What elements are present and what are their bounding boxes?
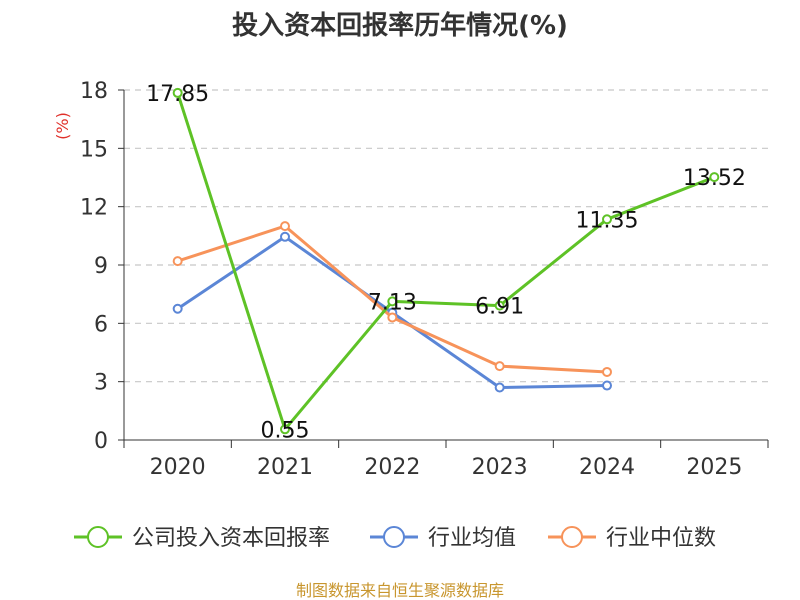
data-point [387,312,398,323]
x-tick-label: 2024 [579,455,635,480]
legend-item[interactable]: 行业均值 [370,526,516,551]
data-point [494,361,505,372]
x-tick-label: 2025 [686,455,742,480]
y-tick-label: 18 [80,79,108,104]
legend-label: 行业均值 [428,526,516,551]
data-point [280,231,290,242]
y-tick-label: 15 [80,137,108,162]
data-labels: 17.85 0.55 7.13 6.91 11.35 13.52 [146,82,746,443]
series-2 [172,221,612,377]
data-point [602,366,612,377]
axes: 0 3 6 9 12 15 18 2020 2021 2022 2023 2024 2025 [80,79,769,480]
y-axis-unit-label: (%) [53,112,72,140]
data-point [172,87,183,98]
data-label: 11.35 [576,208,639,233]
chart-title: 投入资本回报率历年情况(%) [232,10,568,41]
y-tick-label: 12 [80,196,108,221]
data-point [387,296,398,307]
legend-label: 公司投入资本回报率 [132,526,330,551]
legend-label: 行业中位数 [606,526,716,551]
x-tick-label: 2020 [150,455,206,480]
data-point [602,214,612,225]
series-line [176,92,715,431]
data-point [280,221,290,232]
legend-item[interactable]: 公司投入资本回报率 [74,526,330,551]
y-tick-label: 3 [94,371,108,396]
data-point [709,172,720,183]
data-label: 0.55 [261,418,310,443]
data-point [494,382,505,393]
data-label: 6.91 [475,295,524,320]
data-label: 17.85 [146,82,209,107]
legend: 公司投入资本回报率 行业均值 行业中位数 [74,526,716,551]
data-point [494,300,505,311]
x-tick-label: 2023 [472,455,528,480]
y-tick-label: 6 [94,312,108,337]
data-point [280,424,290,435]
legend-marker [87,526,109,548]
gridlines [124,89,768,383]
data-point [172,303,183,314]
data-point [172,256,183,267]
series-0 [172,87,720,435]
source-note: 制图数据来自恒生聚源数据库 [296,581,504,600]
y-tick-label: 9 [94,254,108,279]
data-point [602,380,612,391]
legend-marker [383,526,405,548]
x-tick-label: 2022 [364,455,420,480]
data-label: 13.52 [683,166,746,191]
legend-marker [561,526,583,548]
legend-item[interactable]: 行业中位数 [548,526,716,551]
data-label: 7.13 [368,290,417,315]
x-tick-label: 2021 [257,455,313,480]
y-tick-label: 0 [94,429,108,454]
series-layer [172,87,720,435]
